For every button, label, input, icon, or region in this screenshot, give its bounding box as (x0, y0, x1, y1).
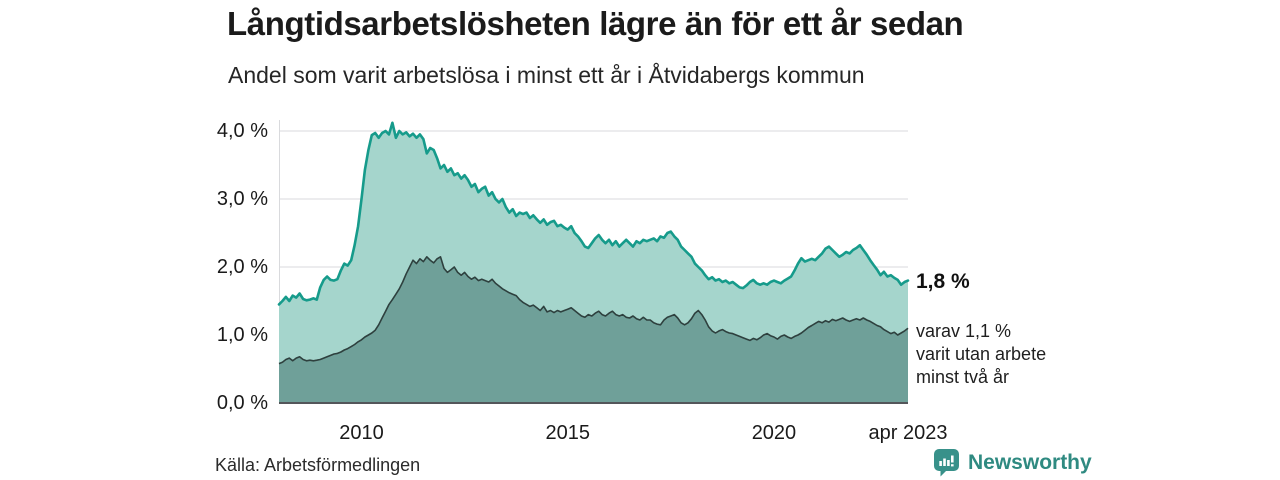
chart-title: Långtidsarbetslösheten lägre än för ett … (227, 5, 964, 42)
end-value-label: 1,8 % (916, 270, 970, 293)
newsworthy-logo: Newsworthy (933, 448, 1092, 477)
x-tick-label: 2010 (339, 422, 384, 444)
y-tick-label: 0,0 % (216, 392, 268, 414)
chart-subtitle: Andel som varit arbetslösa i minst ett å… (228, 62, 865, 88)
y-tick-label: 2,0 % (216, 256, 268, 278)
x-tick-label: apr 2023 (868, 422, 948, 444)
y-tick-label: 3,0 % (216, 188, 268, 210)
x-tick-label: 2020 (751, 422, 797, 444)
area-minst-tva-ar (279, 256, 908, 403)
subset-annotation: varav 1,1 % varit utan arbete minst två … (916, 321, 1047, 387)
y-tick-label: 4,0 % (216, 120, 268, 142)
line-minst-tva-ar (278, 256, 909, 365)
newsworthy-logo-text: Newsworthy (968, 450, 1092, 474)
newsworthy-logo-icon (934, 449, 959, 477)
source-label: Källa: Arbetsförmedlingen (215, 455, 421, 475)
line-minst-ett-ar (277, 121, 910, 306)
x-tick-label: 2015 (545, 422, 590, 444)
y-tick-label: 1,0 % (216, 324, 268, 346)
